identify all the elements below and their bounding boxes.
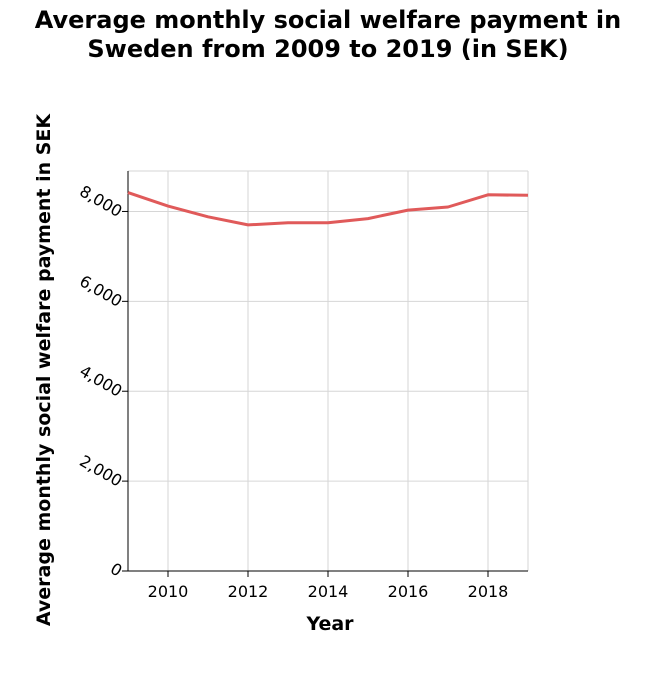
x-tick-label: 2018 (468, 582, 509, 601)
y-tick-label: 4,000 (76, 361, 125, 400)
chart-title-line-1: Average monthly social welfare payment i… (35, 6, 621, 34)
y-axis-label: Average monthly social welfare payment i… (33, 113, 55, 627)
x-axis-label: Year (305, 613, 354, 635)
chart-title-line-2: Sweden from 2009 to 2019 (in SEK) (87, 35, 568, 63)
x-tick-label: 2014 (308, 582, 349, 601)
y-tick-label: 0 (107, 559, 125, 581)
series (127, 191, 529, 227)
gridlines (128, 170, 529, 571)
x-tick-label: 2012 (228, 582, 269, 601)
x-tick-label: 2016 (388, 582, 429, 601)
x-tick-label: 2010 (148, 582, 189, 601)
y-tick-label: 2,000 (76, 451, 125, 490)
y-tick-label: 6,000 (76, 271, 125, 310)
series-line (127, 191, 529, 227)
y-tick-label: 8,000 (76, 182, 125, 221)
